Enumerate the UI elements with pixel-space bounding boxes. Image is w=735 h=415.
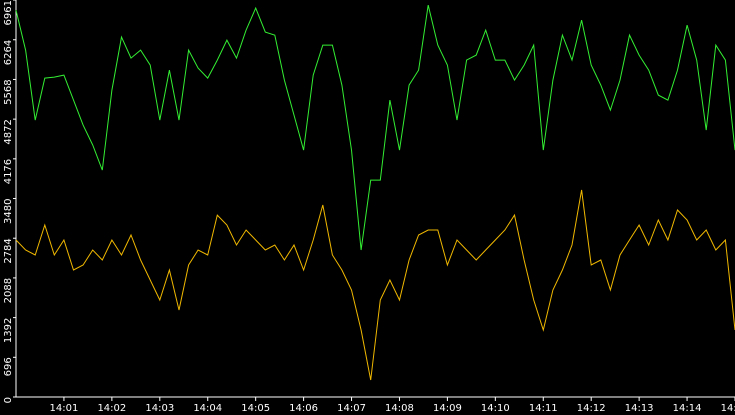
x-tick-label: 14:15: [721, 403, 735, 414]
x-tick-label: 14:14: [673, 403, 702, 414]
x-tick-label: 14:10: [481, 403, 510, 414]
x-tick-label: 14:09: [433, 403, 462, 414]
y-tick-label: 6961: [3, 0, 14, 25]
x-tick-label: 14:03: [145, 403, 174, 414]
y-tick-label: 2088: [3, 278, 14, 303]
x-tick-label: 14:02: [97, 403, 126, 414]
series-line: [15, 189, 735, 381]
series-line: [15, 4, 735, 251]
y-tick-label: 4872: [3, 119, 14, 144]
y-tick-label: 4176: [3, 159, 14, 184]
y-tick-label: 1392: [3, 318, 14, 343]
x-tick-label: 14:06: [289, 403, 318, 414]
x-tick-label: 14:12: [577, 403, 606, 414]
x-tick-label: 14:01: [50, 403, 79, 414]
x-tick-label: 14:04: [193, 403, 222, 414]
y-tick-label: 3480: [3, 199, 14, 224]
x-tick-label: 14:08: [385, 403, 414, 414]
y-tick-label: 6264: [3, 40, 14, 65]
x-tick-label: 14:05: [241, 403, 270, 414]
y-tick-label: 696: [3, 357, 14, 376]
y-tick-label: 2784: [3, 238, 14, 263]
x-tick-label: 14:07: [337, 403, 366, 414]
y-tick-label: 0: [3, 397, 14, 403]
x-tick-label: 14:13: [625, 403, 654, 414]
x-tick-label: 14:11: [529, 403, 558, 414]
y-tick-label: 5568: [3, 79, 14, 104]
